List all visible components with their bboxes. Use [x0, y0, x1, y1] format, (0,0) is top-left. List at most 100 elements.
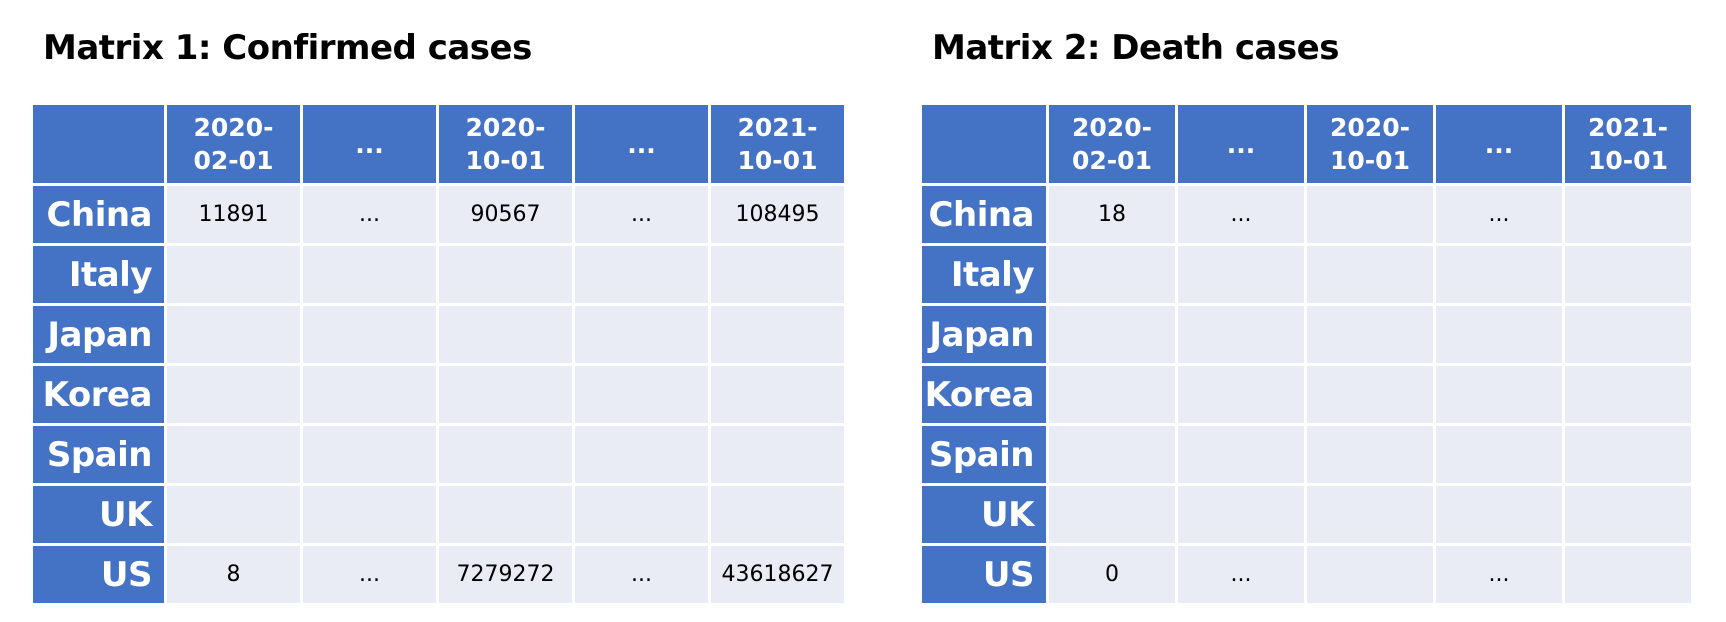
value-cell [1175, 243, 1307, 306]
value-cell [164, 483, 303, 546]
table-row: Korea [919, 363, 1694, 426]
value-cell [1175, 483, 1307, 546]
table-row: Japan [919, 303, 1694, 366]
value-cell [1562, 423, 1694, 486]
country-label: US [919, 543, 1049, 606]
value-cell [1175, 363, 1307, 426]
value-cell [1562, 483, 1694, 546]
header-row: 2020- 02-01... 2020- 10-01... 2021- 10-01 [30, 102, 847, 186]
value-cell: 108495 [708, 183, 847, 246]
value-cell [708, 303, 847, 366]
country-label: Japan [30, 303, 167, 366]
table-row: US 8... 7279272... 43618627 [30, 543, 847, 606]
value-cell [1433, 423, 1565, 486]
date-header-cell: ... [300, 102, 439, 186]
value-cell [1562, 183, 1694, 246]
value-cell [1433, 363, 1565, 426]
table-row: China 18...... [919, 183, 1694, 246]
value-cell [1304, 363, 1436, 426]
value-cell: ... [1433, 183, 1565, 246]
table-row: Spain [30, 423, 847, 486]
corner-header-cell [30, 102, 167, 186]
value-cell: 43618627 [708, 543, 847, 606]
value-cell [1046, 303, 1178, 366]
value-cell: 11891 [164, 183, 303, 246]
value-cell [436, 303, 575, 366]
value-cell [1562, 243, 1694, 306]
table-row: UK [30, 483, 847, 546]
date-header-cell: ... [1175, 102, 1307, 186]
value-cell [1562, 543, 1694, 606]
value-cell: ... [300, 183, 439, 246]
value-cell [1433, 483, 1565, 546]
value-cell: ... [300, 543, 439, 606]
matrix-table: 2020- 02-01... 2020- 10-01... 2021- 10-01 … [30, 102, 847, 606]
table-row: US 0...... [919, 543, 1694, 606]
country-label: Italy [30, 243, 167, 306]
value-cell [1562, 303, 1694, 366]
value-cell [1304, 303, 1436, 366]
country-label: UK [919, 483, 1049, 546]
table-row: Italy [919, 243, 1694, 306]
table-row: Korea [30, 363, 847, 426]
value-cell [708, 243, 847, 306]
value-cell: 90567 [436, 183, 575, 246]
value-cell [1433, 243, 1565, 306]
country-label: Korea [30, 363, 167, 426]
value-cell [572, 243, 711, 306]
value-cell [1304, 243, 1436, 306]
value-cell [708, 483, 847, 546]
value-cell [708, 363, 847, 426]
value-cell: ... [1175, 183, 1307, 246]
value-cell [300, 243, 439, 306]
value-cell [1046, 243, 1178, 306]
value-cell [300, 483, 439, 546]
value-cell [1175, 423, 1307, 486]
value-cell [436, 243, 575, 306]
value-cell: ... [572, 183, 711, 246]
value-cell: ... [572, 543, 711, 606]
value-cell: 18 [1046, 183, 1178, 246]
value-cell [436, 423, 575, 486]
value-cell [1046, 483, 1178, 546]
value-cell [436, 363, 575, 426]
table-row: Italy [30, 243, 847, 306]
table-row: Japan [30, 303, 847, 366]
value-cell [708, 423, 847, 486]
matrix-table: 2020- 02-01... 2020- 10-01... 2021- 10-01 … [919, 102, 1694, 606]
value-cell [300, 423, 439, 486]
country-label: UK [30, 483, 167, 546]
date-header-cell: 2020- 02-01 [164, 102, 303, 186]
country-label: China [919, 183, 1049, 246]
country-label: Spain [30, 423, 167, 486]
table-row: Spain [919, 423, 1694, 486]
date-header-cell: 2020- 10-01 [1304, 102, 1436, 186]
value-cell: 7279272 [436, 543, 575, 606]
date-header-cell: ... [1433, 102, 1565, 186]
value-cell [1562, 363, 1694, 426]
value-cell [164, 363, 303, 426]
date-header-cell: 2021- 10-01 [1562, 102, 1694, 186]
matrix-title: Matrix 2: Death cases [932, 28, 1339, 68]
date-header-cell: ... [572, 102, 711, 186]
country-label: China [30, 183, 167, 246]
value-cell [1433, 303, 1565, 366]
value-cell [436, 483, 575, 546]
matrix-title: Matrix 1: Confirmed cases [43, 28, 532, 68]
value-cell [572, 303, 711, 366]
value-cell [1175, 303, 1307, 366]
value-cell [1304, 183, 1436, 246]
header-row: 2020- 02-01... 2020- 10-01... 2021- 10-01 [919, 102, 1694, 186]
value-cell: ... [1175, 543, 1307, 606]
value-cell [1304, 423, 1436, 486]
date-header-cell: 2021- 10-01 [708, 102, 847, 186]
value-cell: 0 [1046, 543, 1178, 606]
value-cell [572, 423, 711, 486]
country-label: US [30, 543, 167, 606]
value-cell [572, 363, 711, 426]
value-cell [164, 243, 303, 306]
value-cell [1304, 543, 1436, 606]
date-header-cell: 2020- 02-01 [1046, 102, 1178, 186]
country-label: Spain [919, 423, 1049, 486]
value-cell [300, 363, 439, 426]
